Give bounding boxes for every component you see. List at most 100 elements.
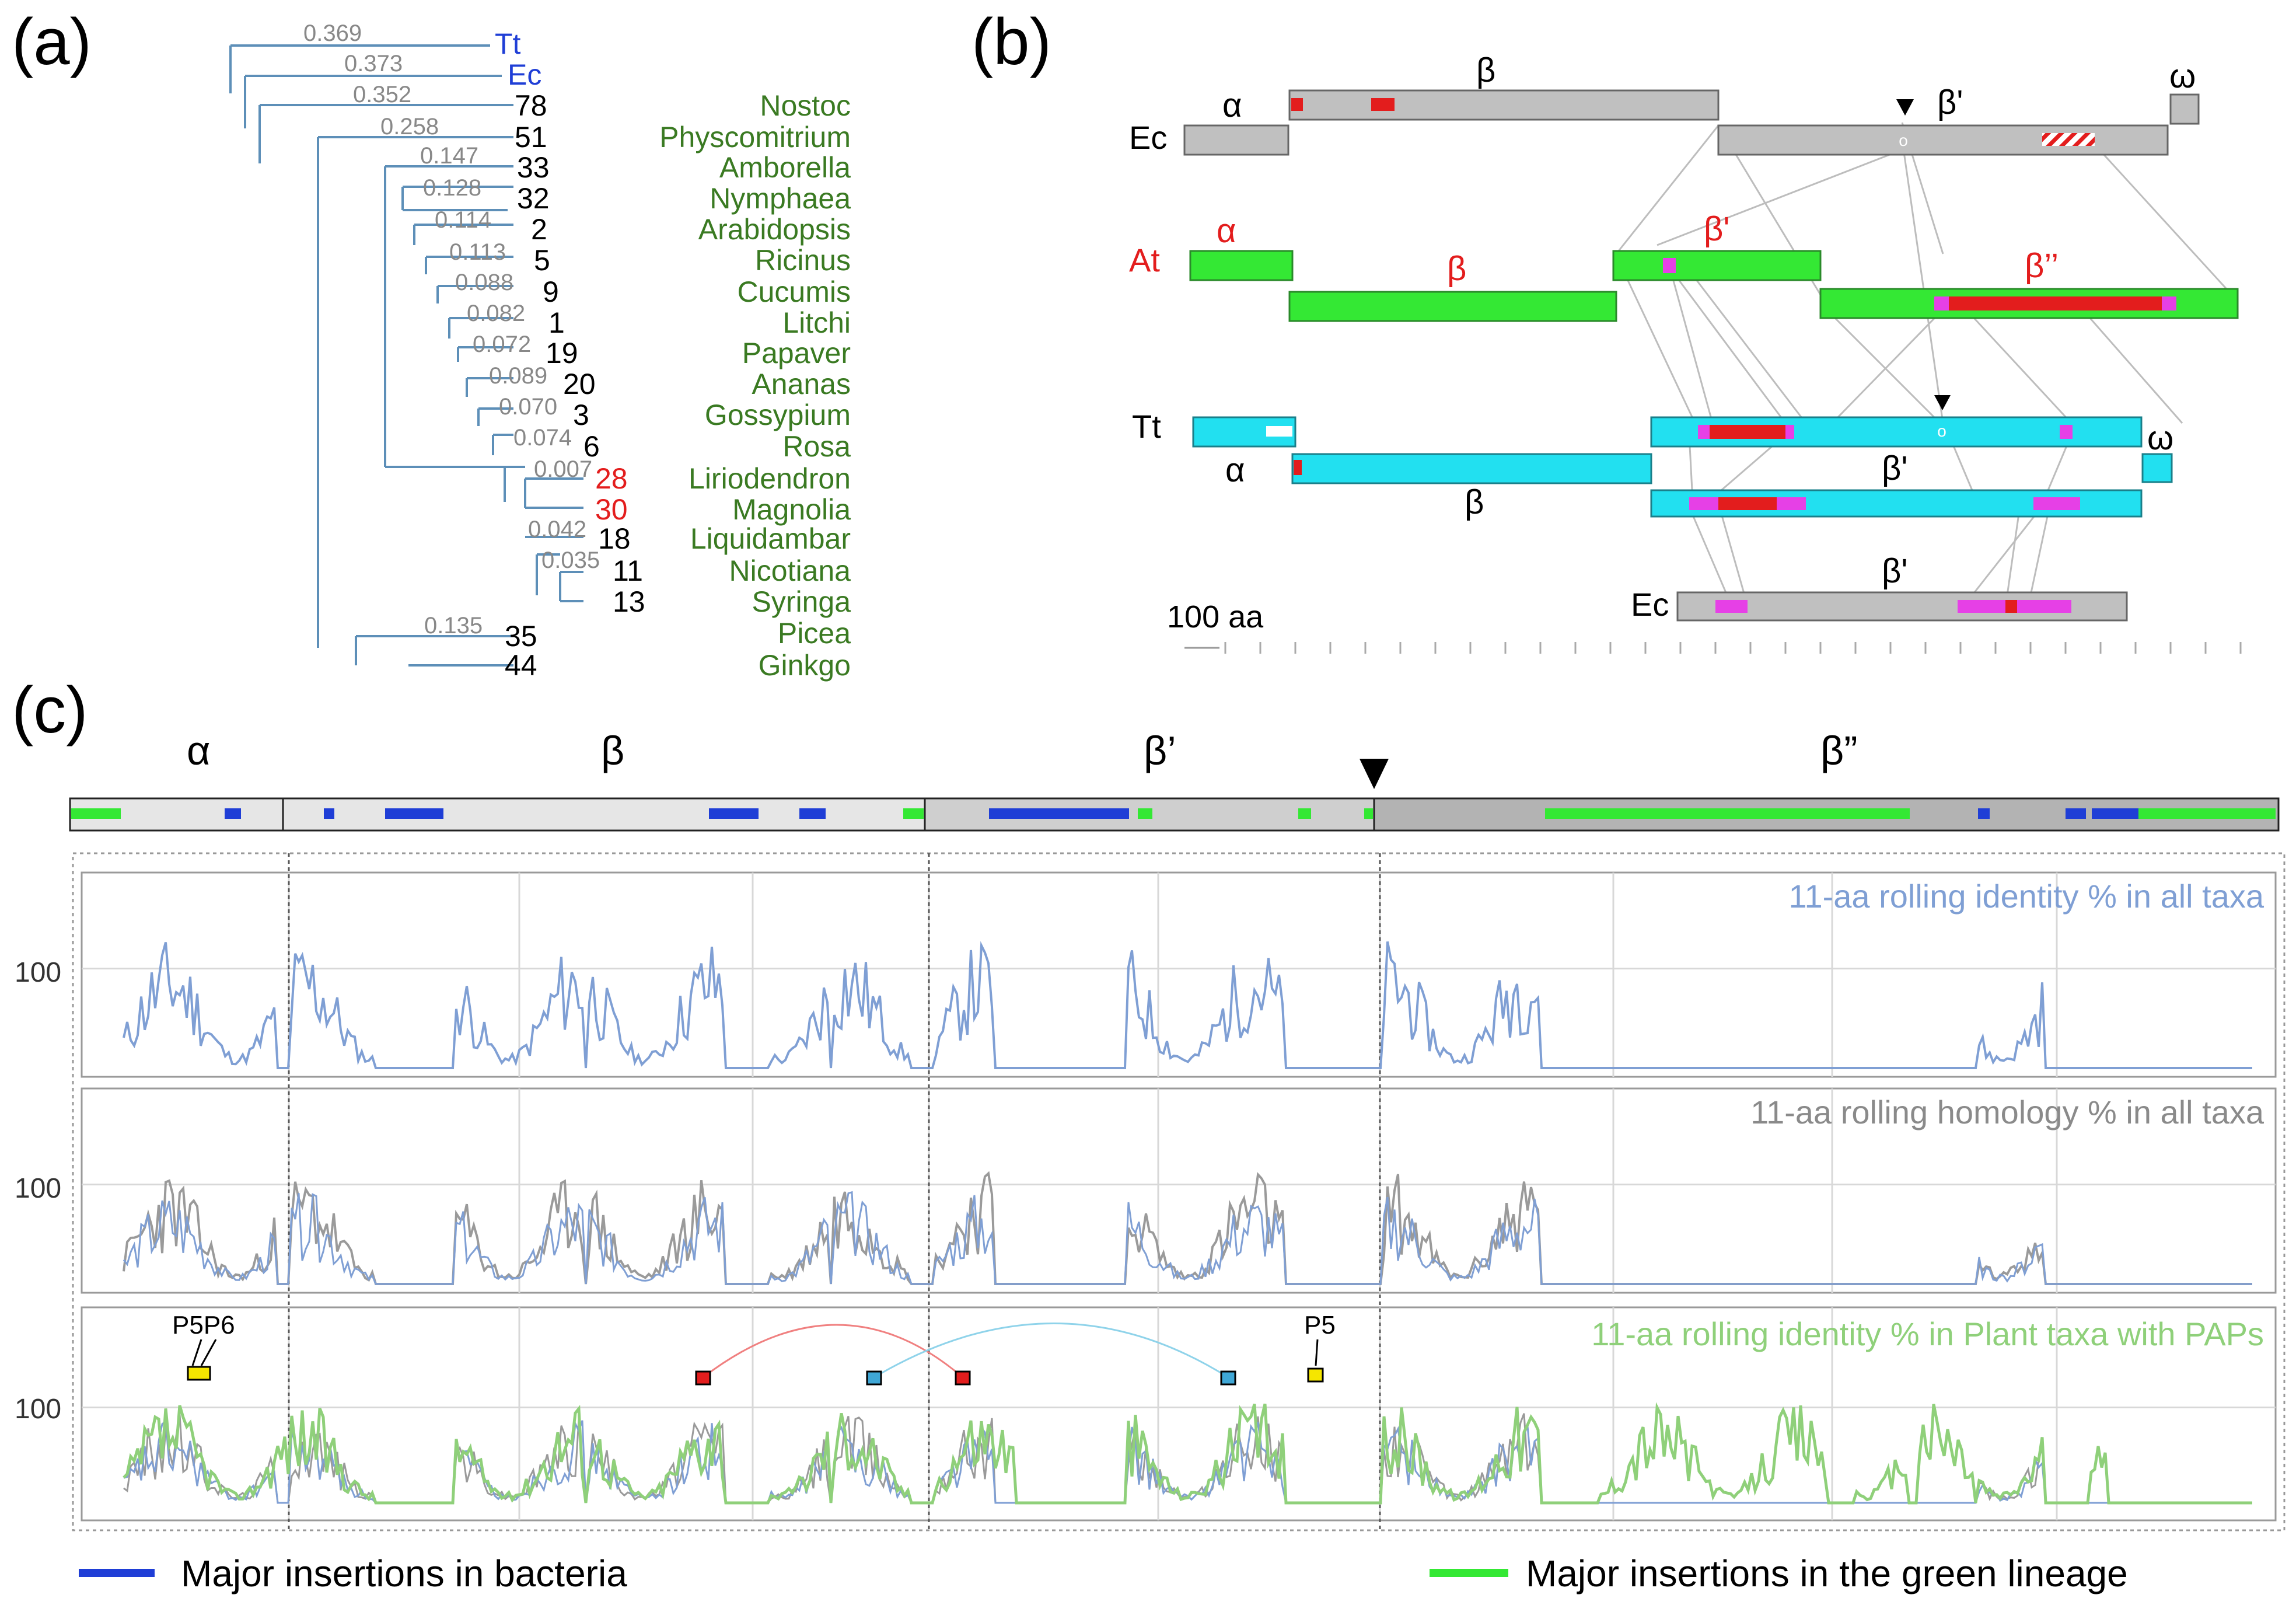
panel-label-c: (c) [12, 674, 88, 746]
tt-alpha-white-gap [1266, 426, 1292, 437]
at-betapp-red [1949, 296, 2162, 310]
tt-beta-label: β [1465, 483, 1484, 521]
species-7: Litchi [782, 306, 851, 339]
species-16: Syringa [752, 585, 851, 618]
bl-5: 0.128 [423, 175, 481, 201]
bl-11: 0.089 [489, 363, 547, 389]
bl-8: 0.088 [455, 270, 513, 295]
bl-2: 0.352 [353, 82, 411, 107]
legend: Major insertions in bacteria Major inser… [79, 1552, 2128, 1594]
tt-betap-magenta-4 [2033, 497, 2080, 510]
blue-marker-1 [866, 1370, 882, 1386]
tip-6: 6 [583, 430, 600, 463]
at-betap-bar [1612, 250, 1822, 281]
branch-length-labels: 0.369 0.373 0.352 0.258 0.147 0.128 0.11… [303, 20, 600, 638]
panel-label-b: (b) [971, 5, 1051, 78]
org-ec: Ec [1129, 119, 1167, 156]
tt-betap-magenta-2 [2060, 425, 2073, 439]
tip-78: 78 [515, 89, 547, 122]
phylogenetic-tree [229, 44, 583, 667]
series-identity-plant [123, 1402, 2252, 1505]
species-5: Ricinus [755, 244, 851, 277]
tip-35: 35 [505, 620, 537, 653]
tt-triangle-marker [1934, 395, 1951, 410]
marker-p5p6-label: P5P6 [172, 1311, 235, 1339]
marker-p5 [1307, 1367, 1324, 1383]
bl-9: 0.082 [467, 301, 525, 326]
species-1: Physcomitrium [659, 121, 851, 153]
tip-32: 32 [517, 182, 550, 215]
ec-betap-o-mark: o [1899, 131, 1908, 149]
at-betapp-label: β’’ [2025, 247, 2059, 285]
species-list: Nostoc Physcomitrium Amborella Nymphaea … [659, 89, 851, 682]
species-13: Magnolia [732, 493, 851, 526]
ec-omega-bar [2169, 93, 2200, 125]
species-6: Cucumis [738, 275, 851, 308]
ec-alpha-bar [1183, 124, 1289, 156]
bl-10: 0.072 [473, 332, 531, 357]
track-1-box [81, 871, 2277, 1078]
species-2: Amborella [719, 151, 851, 184]
bl-1: 0.373 [344, 51, 403, 76]
tt-betap-o-mark: o [1937, 422, 1946, 440]
segment-dividers [288, 853, 1381, 1530]
species-9: Ananas [752, 368, 851, 400]
bl-15: 0.042 [528, 517, 586, 542]
legend-bacteria-label: Major insertions in bacteria [181, 1552, 627, 1594]
tip-ec: Ec [508, 58, 541, 91]
series-homology-all [123, 1171, 2252, 1285]
track-series [123, 941, 2252, 1505]
pap-markers: P5P6 P5 [172, 1311, 1336, 1386]
ytick-track-2: 100 [15, 1173, 61, 1204]
tip-3: 3 [573, 399, 589, 431]
ytick-track-1: 100 [15, 957, 61, 988]
tip-13: 13 [613, 585, 645, 618]
tip-19: 19 [546, 337, 578, 369]
green-insertions [71, 808, 2276, 819]
species-17: Picea [778, 617, 851, 650]
org-at: At [1129, 242, 1160, 278]
track-3-box [81, 1306, 2277, 1522]
segment-betap: β’ [1144, 728, 1176, 773]
tree-tips: Tt Ec 78 51 33 32 2 5 9 1 19 20 3 6 28 3… [495, 27, 645, 682]
tt-betap-bar-2 [1650, 489, 2143, 518]
ec-triangle-marker [1896, 99, 1914, 116]
bl-12: 0.070 [499, 394, 557, 420]
tt-protein-row: Tt o α β β' ω [1132, 395, 2173, 521]
segment-betapp: β” [1820, 728, 1858, 773]
tip-9: 9 [543, 275, 559, 308]
at-alpha-label: α [1217, 212, 1236, 250]
red-marker-1 [695, 1370, 711, 1386]
ec-beta-label: β [1476, 51, 1495, 89]
org-ec2: Ec [1631, 586, 1669, 623]
track-3-title: 11-aa rolling identity % in Plant taxa w… [1591, 1316, 2264, 1352]
bl-17: 0.135 [424, 613, 483, 638]
tt-betap-red-2 [1718, 497, 1777, 510]
tt-beta-bar [1291, 453, 1652, 484]
bl-14: 0.007 [534, 456, 592, 482]
bacteria-insertions [225, 808, 2138, 819]
tip-51: 51 [515, 121, 547, 153]
bl-16: 0.035 [541, 547, 600, 573]
bl-6: 0.114 [435, 207, 491, 233]
bl-13: 0.074 [513, 425, 572, 451]
species-4: Arabidopsis [698, 213, 851, 246]
ec-protein-row: Ec o α β β' ω [1129, 51, 2200, 156]
marker-p5-label: P5 [1304, 1311, 1336, 1339]
marker-p5p6 [187, 1366, 211, 1381]
aa-scale: 100 aa [1167, 599, 2242, 654]
bl-4: 0.147 [420, 143, 478, 169]
segment-alpha: α [187, 728, 210, 773]
tt-beta-red [1294, 460, 1302, 475]
track-2-box [81, 1087, 2277, 1294]
red-arc [703, 1324, 963, 1379]
panel-label-a: (a) [12, 5, 92, 78]
tip-5: 5 [534, 244, 550, 277]
legend-green-label: Major insertions in the green lineage [1526, 1552, 2128, 1594]
species-15: Nicotiana [729, 554, 851, 587]
segment-beta: β [601, 728, 624, 773]
species-10: Gossypium [705, 399, 851, 431]
ec2-protein-row: Ec β' [1631, 552, 2128, 623]
tip-44: 44 [505, 649, 537, 682]
tt-omega-label: ω [2147, 419, 2173, 457]
